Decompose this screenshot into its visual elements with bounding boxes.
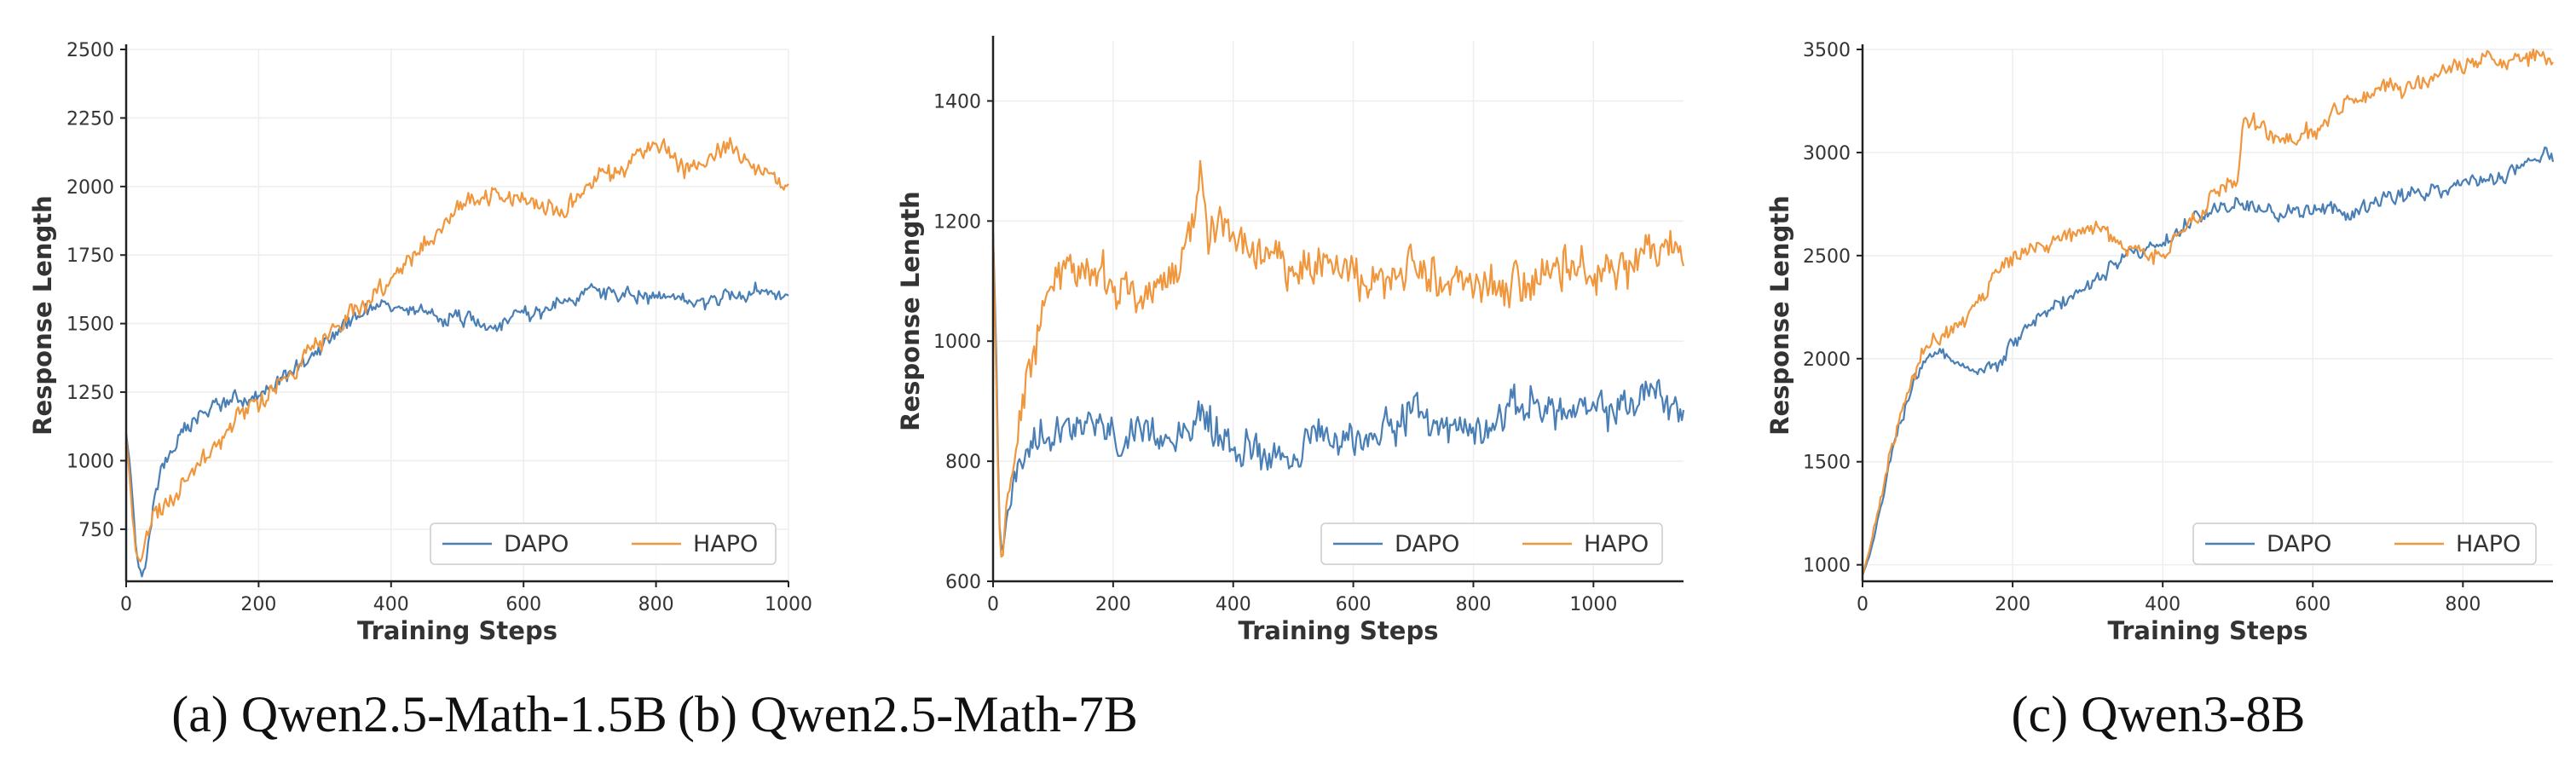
- y-tick-label: 2500: [1803, 246, 1851, 268]
- series-line-hapo: [1861, 48, 2554, 576]
- x-tick-label: 200: [1995, 594, 2030, 615]
- panel-qwen2-5-math-1-5b: 0 200 400 600 800 1000 750 1000 1250 1500 1750 2000…: [28, 40, 812, 742]
- y-tick-label: 1000: [933, 332, 981, 353]
- legend-box: [2192, 522, 2537, 565]
- x-tick-label: 800: [2445, 594, 2481, 615]
- y-tick-label: 1000: [1803, 556, 1851, 577]
- x-tick-label: 1000: [765, 594, 812, 615]
- legend-label-dapo: DAPO: [1395, 531, 1459, 557]
- x-axis-label: Training Steps: [357, 616, 557, 645]
- x-tick-label: 800: [638, 594, 674, 615]
- series-line-dapo: [991, 233, 1685, 551]
- y-tick-label: 1500: [66, 315, 114, 336]
- x-tick-label: 400: [1216, 594, 1251, 615]
- legend: DAPO HAPO: [2192, 522, 2537, 565]
- x-tick-label: 600: [1336, 594, 1372, 615]
- y-tick-label: 750: [78, 520, 114, 541]
- x-tick-label: 800: [1455, 594, 1491, 615]
- legend-box: [430, 522, 777, 565]
- y-tick-label: 1500: [1803, 453, 1851, 474]
- series-line-hapo: [124, 136, 789, 563]
- panel-caption: (a) Qwen2.5-Math-1.5B: [171, 686, 667, 742]
- x-tick-label: 0: [1857, 594, 1868, 615]
- series-line-dapo: [1861, 146, 2555, 576]
- x-tick-label: 0: [987, 594, 999, 615]
- x-tick-label: 1000: [1569, 594, 1617, 615]
- y-tick-label: 1250: [66, 383, 114, 404]
- x-tick-label: 600: [2295, 594, 2331, 615]
- legend-label-hapo: HAPO: [1584, 531, 1649, 557]
- y-axis-label: Response Length: [28, 195, 57, 436]
- panel-qwen2-5-math-7b: 0 200 400 600 800 1000 600 800 1000 1200 1400 Train…: [678, 36, 1685, 742]
- legend-label-dapo: DAPO: [2267, 531, 2331, 557]
- y-axis-label: Response Length: [1765, 195, 1794, 436]
- x-axis-label: Training Steps: [1239, 616, 1439, 645]
- x-tick-label: 0: [120, 594, 132, 615]
- legend: DAPO HAPO: [430, 522, 777, 565]
- y-tick-label: 600: [945, 572, 981, 593]
- x-axis-label: Training Steps: [2108, 616, 2308, 645]
- x-tick-label: 200: [1095, 594, 1131, 615]
- x-tick-label: 600: [505, 594, 541, 615]
- y-tick-label: 1750: [66, 245, 114, 267]
- legend-label-hapo: HAPO: [2456, 531, 2521, 557]
- legend: DAPO HAPO: [1320, 522, 1663, 565]
- legend-box: [1320, 522, 1663, 565]
- y-axis-label: Response Length: [896, 191, 925, 431]
- y-tick-label: 2250: [66, 108, 114, 130]
- x-tick-label: 400: [2145, 594, 2180, 615]
- y-tick-label: 1200: [933, 211, 981, 233]
- y-tick-label: 1000: [66, 451, 114, 472]
- y-tick-label: 1400: [933, 91, 981, 113]
- series-line-hapo: [991, 159, 1685, 558]
- x-tick-label: 200: [240, 594, 276, 615]
- x-tick-label: 400: [373, 594, 409, 615]
- y-tick-label: 2000: [1803, 349, 1851, 371]
- panel-caption: (b) Qwen2.5-Math-7B: [678, 686, 1138, 742]
- y-tick-label: 3000: [1803, 143, 1851, 165]
- legend-label-dapo: DAPO: [504, 531, 569, 557]
- panel-qwen3-8b: 0 200 400 600 800 1000 1500 2000 2500 3000 3500 Tra…: [1765, 40, 2555, 742]
- y-tick-label: 3500: [1803, 40, 1851, 61]
- series-line-dapo: [124, 281, 789, 578]
- y-tick-label: 800: [945, 452, 981, 473]
- y-tick-label: 2500: [66, 40, 114, 61]
- legend-label-hapo: HAPO: [693, 531, 758, 557]
- panel-caption: (c) Qwen3-8B: [2012, 686, 2306, 742]
- y-tick-label: 2000: [66, 177, 114, 199]
